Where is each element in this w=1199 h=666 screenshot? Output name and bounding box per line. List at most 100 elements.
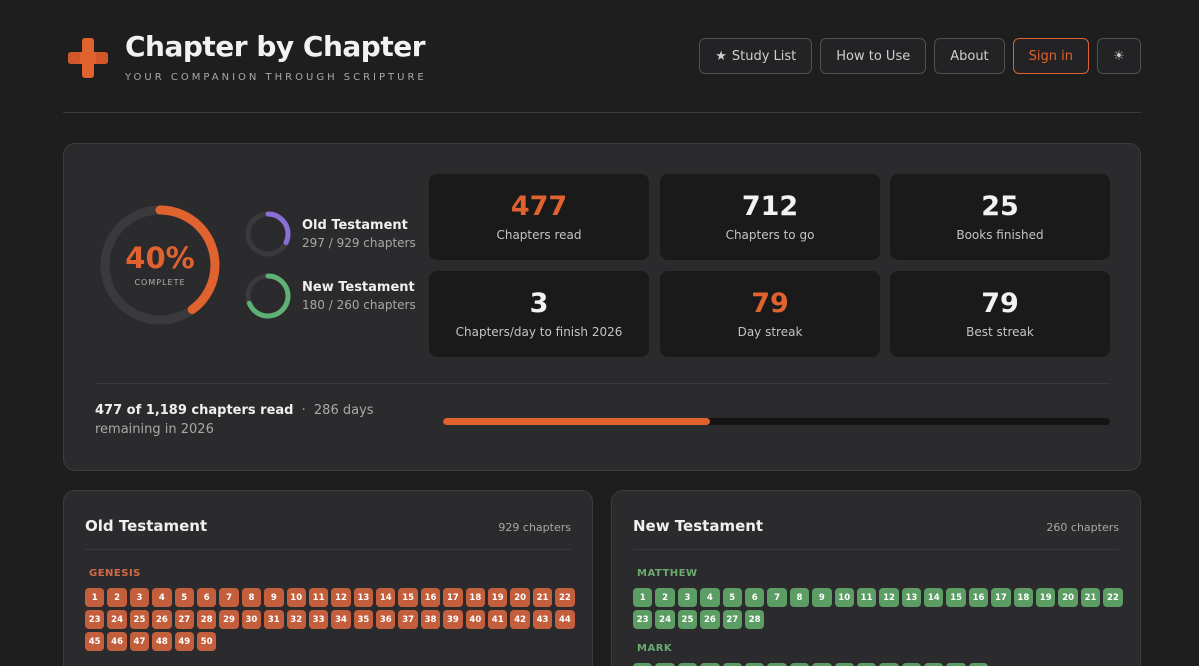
genesis-chapter-45[interactable]: 45 bbox=[85, 632, 105, 651]
genesis-chapter-44[interactable]: 44 bbox=[555, 610, 575, 629]
matthew-chapter-20[interactable]: 20 bbox=[1058, 588, 1078, 607]
about-button[interactable]: About bbox=[934, 38, 1005, 74]
genesis-chapter-34[interactable]: 34 bbox=[331, 610, 351, 629]
genesis-chapter-29[interactable]: 29 bbox=[219, 610, 239, 629]
matthew-chapter-19[interactable]: 19 bbox=[1036, 588, 1056, 607]
matthew-chapter-22[interactable]: 22 bbox=[1103, 588, 1123, 607]
genesis-chapter-30[interactable]: 30 bbox=[241, 610, 262, 629]
matthew-chapter-28[interactable]: 28 bbox=[744, 610, 765, 629]
matthew-chapter-6[interactable]: 6 bbox=[744, 588, 765, 607]
genesis-chapter-16[interactable]: 16 bbox=[420, 588, 441, 607]
matthew-chapter-21[interactable]: 21 bbox=[1080, 588, 1101, 607]
matthew-chapter-17[interactable]: 17 bbox=[991, 588, 1011, 607]
matthew-chapter-4[interactable]: 4 bbox=[700, 588, 720, 607]
mark-chapter-9[interactable]: 9 bbox=[812, 663, 832, 666]
genesis-chapter-3[interactable]: 3 bbox=[129, 588, 150, 607]
genesis-chapter-12[interactable]: 12 bbox=[331, 588, 351, 607]
genesis-chapter-49[interactable]: 49 bbox=[174, 632, 194, 651]
genesis-chapter-15[interactable]: 15 bbox=[398, 588, 418, 607]
genesis-chapter-8[interactable]: 8 bbox=[241, 588, 262, 607]
genesis-chapter-10[interactable]: 10 bbox=[286, 588, 306, 607]
genesis-chapter-35[interactable]: 35 bbox=[353, 610, 374, 629]
matthew-chapter-24[interactable]: 24 bbox=[655, 610, 675, 629]
genesis-chapter-40[interactable]: 40 bbox=[465, 610, 486, 629]
mark-chapter-1[interactable]: 1 bbox=[633, 663, 653, 666]
matthew-chapter-27[interactable]: 27 bbox=[722, 610, 742, 629]
matthew-chapter-3[interactable]: 3 bbox=[677, 588, 698, 607]
matthew-chapter-14[interactable]: 14 bbox=[924, 588, 944, 607]
mark-chapter-15[interactable]: 15 bbox=[946, 663, 966, 666]
genesis-chapter-9[interactable]: 9 bbox=[264, 588, 284, 607]
genesis-chapter-7[interactable]: 7 bbox=[219, 588, 239, 607]
genesis-chapter-11[interactable]: 11 bbox=[308, 588, 329, 607]
mark-chapter-14[interactable]: 14 bbox=[924, 663, 944, 666]
genesis-chapter-47[interactable]: 47 bbox=[129, 632, 150, 651]
genesis-chapter-50[interactable]: 50 bbox=[196, 632, 217, 651]
genesis-chapter-25[interactable]: 25 bbox=[129, 610, 150, 629]
genesis-chapter-46[interactable]: 46 bbox=[107, 632, 127, 651]
matthew-chapter-25[interactable]: 25 bbox=[677, 610, 698, 629]
how-to-use-button[interactable]: How to Use bbox=[820, 38, 927, 74]
mark-chapter-2[interactable]: 2 bbox=[655, 663, 675, 666]
genesis-chapter-17[interactable]: 17 bbox=[443, 588, 463, 607]
matthew-chapter-10[interactable]: 10 bbox=[834, 588, 854, 607]
genesis-chapter-4[interactable]: 4 bbox=[152, 588, 172, 607]
matthew-chapter-9[interactable]: 9 bbox=[812, 588, 832, 607]
matthew-chapter-8[interactable]: 8 bbox=[789, 588, 810, 607]
matthew-chapter-1[interactable]: 1 bbox=[633, 588, 653, 607]
genesis-chapter-41[interactable]: 41 bbox=[488, 610, 508, 629]
old-testament-count: 297 / 929 chapters bbox=[302, 236, 416, 250]
genesis-chapter-42[interactable]: 42 bbox=[510, 610, 530, 629]
matthew-chapter-23[interactable]: 23 bbox=[633, 610, 653, 629]
genesis-chapter-43[interactable]: 43 bbox=[532, 610, 553, 629]
matthew-chapter-5[interactable]: 5 bbox=[722, 588, 742, 607]
matthew-chapter-2[interactable]: 2 bbox=[655, 588, 675, 607]
mark-chapter-6[interactable]: 6 bbox=[744, 663, 765, 666]
matthew-chapter-13[interactable]: 13 bbox=[901, 588, 922, 607]
study-list-button[interactable]: ★ Study List bbox=[699, 38, 813, 74]
genesis-chapter-36[interactable]: 36 bbox=[376, 610, 396, 629]
genesis-chapter-19[interactable]: 19 bbox=[488, 588, 508, 607]
matthew-chapter-12[interactable]: 12 bbox=[879, 588, 899, 607]
genesis-chapter-6[interactable]: 6 bbox=[196, 588, 217, 607]
matthew-chapter-15[interactable]: 15 bbox=[946, 588, 966, 607]
mark-chapter-8[interactable]: 8 bbox=[789, 663, 810, 666]
mark-chapter-3[interactable]: 3 bbox=[677, 663, 698, 666]
mark-chapter-12[interactable]: 12 bbox=[879, 663, 899, 666]
matthew-chapter-16[interactable]: 16 bbox=[968, 588, 989, 607]
genesis-chapter-39[interactable]: 39 bbox=[443, 610, 463, 629]
genesis-chapter-5[interactable]: 5 bbox=[174, 588, 194, 607]
genesis-chapter-26[interactable]: 26 bbox=[152, 610, 172, 629]
genesis-chapter-48[interactable]: 48 bbox=[152, 632, 172, 651]
genesis-chapter-24[interactable]: 24 bbox=[107, 610, 127, 629]
mark-chapter-4[interactable]: 4 bbox=[700, 663, 720, 666]
genesis-chapter-27[interactable]: 27 bbox=[174, 610, 194, 629]
mark-chapter-11[interactable]: 11 bbox=[856, 663, 877, 666]
genesis-chapter-38[interactable]: 38 bbox=[420, 610, 441, 629]
sign-in-button[interactable]: Sign in bbox=[1012, 38, 1089, 74]
matthew-chapter-11[interactable]: 11 bbox=[856, 588, 877, 607]
genesis-chapter-23[interactable]: 23 bbox=[85, 610, 105, 629]
mark-chapter-16[interactable]: 16 bbox=[968, 663, 989, 666]
genesis-chapter-32[interactable]: 32 bbox=[286, 610, 306, 629]
genesis-chapter-1[interactable]: 1 bbox=[85, 588, 105, 607]
genesis-chapter-33[interactable]: 33 bbox=[308, 610, 329, 629]
genesis-chapter-20[interactable]: 20 bbox=[510, 588, 530, 607]
genesis-chapter-31[interactable]: 31 bbox=[264, 610, 284, 629]
genesis-chapter-37[interactable]: 37 bbox=[398, 610, 418, 629]
genesis-chapter-21[interactable]: 21 bbox=[532, 588, 553, 607]
genesis-chapter-22[interactable]: 22 bbox=[555, 588, 575, 607]
matthew-chapter-7[interactable]: 7 bbox=[767, 588, 787, 607]
genesis-chapter-13[interactable]: 13 bbox=[353, 588, 374, 607]
genesis-chapter-14[interactable]: 14 bbox=[376, 588, 396, 607]
genesis-chapter-28[interactable]: 28 bbox=[196, 610, 217, 629]
mark-chapter-10[interactable]: 10 bbox=[834, 663, 854, 666]
theme-toggle-button[interactable]: ☀ bbox=[1097, 38, 1141, 74]
mark-chapter-7[interactable]: 7 bbox=[767, 663, 787, 666]
matthew-chapter-26[interactable]: 26 bbox=[700, 610, 720, 629]
genesis-chapter-2[interactable]: 2 bbox=[107, 588, 127, 607]
mark-chapter-13[interactable]: 13 bbox=[901, 663, 922, 666]
matthew-chapter-18[interactable]: 18 bbox=[1013, 588, 1034, 607]
mark-chapter-5[interactable]: 5 bbox=[722, 663, 742, 666]
genesis-chapter-18[interactable]: 18 bbox=[465, 588, 486, 607]
